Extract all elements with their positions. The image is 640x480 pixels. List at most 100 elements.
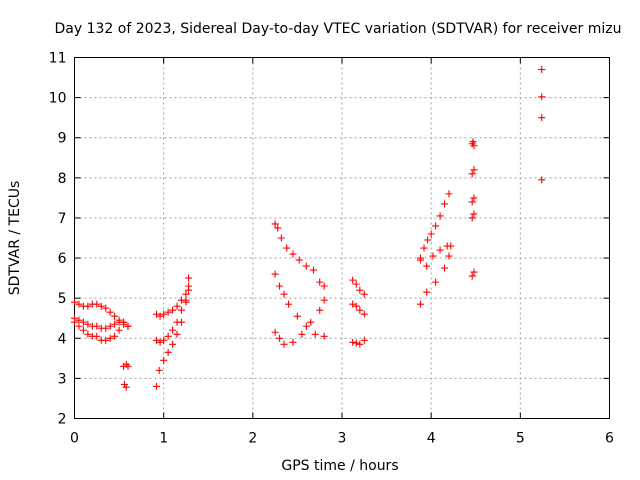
data-point <box>106 334 114 342</box>
data-point <box>538 176 546 184</box>
data-point <box>538 114 546 122</box>
data-point <box>349 338 357 346</box>
data-point <box>160 356 168 364</box>
data-point <box>538 66 546 74</box>
data-point <box>423 262 431 270</box>
data-point <box>271 328 279 336</box>
data-point <box>352 339 360 347</box>
data-point <box>75 300 83 308</box>
data-point <box>93 332 101 340</box>
data-point <box>153 382 161 390</box>
data-point <box>75 316 83 324</box>
data-point <box>164 308 172 316</box>
data-point <box>356 286 364 294</box>
x-axis-label: GPS time / hours <box>281 458 398 474</box>
x-axis: 0 1 2 3 4 5 6 <box>70 57 614 447</box>
data-points <box>71 66 546 391</box>
data-point <box>349 276 357 284</box>
x-tick-label: 5 <box>516 431 525 447</box>
x-tick-label: 1 <box>159 431 168 447</box>
y-tick-label: 10 <box>49 91 67 107</box>
data-point <box>93 322 101 330</box>
data-point <box>115 326 123 334</box>
data-point <box>468 272 476 280</box>
data-point <box>432 222 440 230</box>
data-point <box>424 236 432 244</box>
y-tick-label: 6 <box>58 251 67 267</box>
y-tick-label: 7 <box>58 211 67 227</box>
data-point <box>274 224 282 232</box>
data-point <box>416 300 424 308</box>
data-point <box>441 264 449 272</box>
data-point <box>429 252 437 260</box>
data-point <box>271 270 279 278</box>
data-point <box>84 320 92 328</box>
data-point <box>302 322 310 330</box>
data-point <box>293 312 301 320</box>
data-point <box>447 242 455 250</box>
data-point <box>79 326 87 334</box>
data-point <box>169 326 177 334</box>
data-point <box>153 336 161 344</box>
data-point <box>276 282 284 290</box>
data-point <box>320 282 328 290</box>
data-point <box>356 340 364 348</box>
data-point <box>106 308 114 316</box>
x-tick-label: 2 <box>248 431 257 447</box>
y-tick-label: 9 <box>58 131 67 147</box>
data-point <box>160 310 168 318</box>
data-point <box>122 383 130 391</box>
data-point <box>468 214 476 222</box>
data-point <box>283 244 291 252</box>
data-point <box>432 278 440 286</box>
data-point <box>120 318 128 326</box>
data-point <box>102 304 110 312</box>
data-point <box>84 330 92 338</box>
data-point <box>427 230 435 238</box>
data-point <box>97 302 105 310</box>
y-tick-label: 11 <box>49 51 67 67</box>
y-axis: 2 3 4 5 6 7 8 9 10 11 <box>49 51 610 428</box>
data-point <box>173 318 181 326</box>
data-point <box>298 330 306 338</box>
data-point <box>285 300 292 308</box>
data-point <box>316 306 324 314</box>
y-tick-label: 3 <box>58 371 67 387</box>
data-point <box>185 286 193 294</box>
data-point <box>75 322 83 330</box>
y-tick-label: 2 <box>58 412 67 428</box>
data-point <box>185 274 193 282</box>
data-point <box>153 310 161 318</box>
data-point <box>111 312 119 320</box>
data-point <box>173 330 181 338</box>
data-point <box>156 338 164 346</box>
data-point <box>311 330 319 338</box>
data-point <box>538 93 546 101</box>
data-point <box>436 246 444 254</box>
data-point <box>307 318 315 326</box>
data-point <box>169 340 177 348</box>
data-point <box>470 166 478 174</box>
x-tick-label: 0 <box>70 431 79 447</box>
data-point <box>276 334 284 342</box>
data-point <box>160 336 168 344</box>
data-point <box>164 348 172 356</box>
data-point <box>320 296 328 304</box>
data-point <box>470 210 478 218</box>
data-point <box>470 142 478 150</box>
data-point <box>352 280 360 288</box>
data-point <box>124 362 132 370</box>
data-point <box>155 366 163 374</box>
data-point <box>271 220 279 228</box>
data-point <box>173 302 181 310</box>
x-tick-label: 6 <box>605 431 614 447</box>
data-point <box>445 252 453 260</box>
grid-lines <box>74 57 610 419</box>
data-point <box>436 212 444 220</box>
y-tick-label: 8 <box>58 171 67 187</box>
data-point <box>84 302 92 310</box>
data-point <box>360 290 368 298</box>
data-point <box>423 288 431 296</box>
data-point <box>106 322 114 330</box>
